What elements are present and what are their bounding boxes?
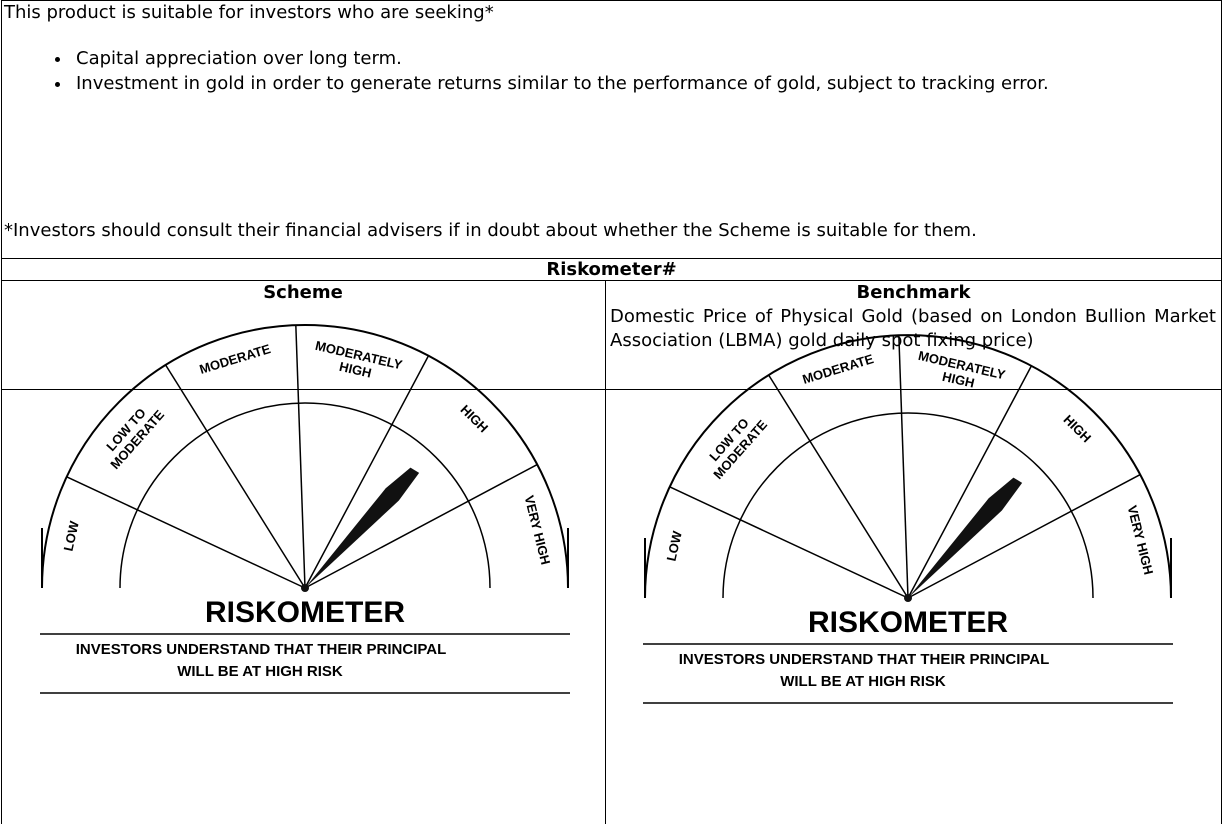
bullet: Capital appreciation over long term. [72,46,1212,71]
segment-label: LOW [61,519,82,553]
riskometer-caption: WILL BE AT HIGH RISK [780,673,946,690]
segment-label-line: LOW [61,519,82,553]
needle-pivot [904,594,912,602]
border [1,0,2,824]
dial-divider [907,473,1141,599]
column-header: Scheme [263,282,343,303]
needle-pivot [301,584,309,592]
segment-label-line: MODERATE [801,351,876,387]
segment-label: HIGH [1061,412,1095,446]
dial-divider [295,325,306,589]
segment-label-line: LOW [664,529,685,563]
segment-label-line: HIGH [941,369,976,391]
dial-divider [669,486,909,599]
riskometer-title: RISKOMETER [205,596,405,629]
note: *Investors should consult their financia… [4,220,977,241]
segment-label-line: HIGH [458,402,492,436]
segment-label-line: HIGH [1061,412,1095,446]
riskometer-title: RISKOMETER [808,606,1008,639]
border [1221,0,1222,824]
border [1,0,1222,1]
bullet-list: Capital appreciation over long term. Inv… [0,46,1212,96]
segment-label-line: VERY HIGH [522,494,554,566]
dial-inner [722,412,1094,599]
table-title: Riskometer# [546,259,677,280]
segment-label: LOW TOMODERATE [699,407,770,482]
dial-divider [164,364,306,589]
riskometer-caption: INVESTORS UNDERSTAND THAT THEIR PRINCIPA… [679,651,1050,668]
border [1,389,1222,390]
bullet: Investment in gold in order to generate … [72,71,1212,96]
segment-label: VERY HIGH [1125,504,1157,576]
segment-label: LOW [664,529,685,563]
segment-label: MODERATE [198,341,273,377]
column-header: Benchmark [856,282,971,303]
segment-label: MODERATE [801,351,876,387]
dial-inner [119,402,491,589]
segment-label-line: MODERATE [198,341,273,377]
dial-divider [767,374,909,599]
border [1,258,1222,259]
dial-divider [907,365,1033,599]
needle [305,467,420,588]
dial-divider [66,476,306,589]
dial-divider [898,335,909,599]
riskometer-caption: INVESTORS UNDERSTAND THAT THEIR PRINCIPA… [76,641,447,658]
segment-label: VERY HIGH [522,494,554,566]
segment-label-line: HIGH [338,359,373,381]
segment-label: HIGH [458,402,492,436]
needle [908,477,1023,598]
intro: This product is suitable for investors w… [4,2,494,23]
segment-label-line: VERY HIGH [1125,504,1157,576]
segment-label: MODERATELYHIGH [310,338,404,387]
segment-label: MODERATELYHIGH [913,348,1007,397]
riskometer-caption: WILL BE AT HIGH RISK [177,663,343,680]
dial-divider [304,355,430,589]
segment-label: LOW TOMODERATE [96,397,167,472]
border [1,280,1222,281]
dial-divider [304,463,538,589]
border [605,280,606,824]
